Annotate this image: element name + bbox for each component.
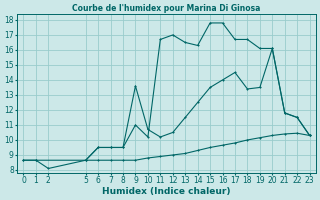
X-axis label: Humidex (Indice chaleur): Humidex (Indice chaleur) bbox=[102, 187, 231, 196]
Title: Courbe de l'humidex pour Marina Di Ginosa: Courbe de l'humidex pour Marina Di Ginos… bbox=[72, 4, 261, 13]
